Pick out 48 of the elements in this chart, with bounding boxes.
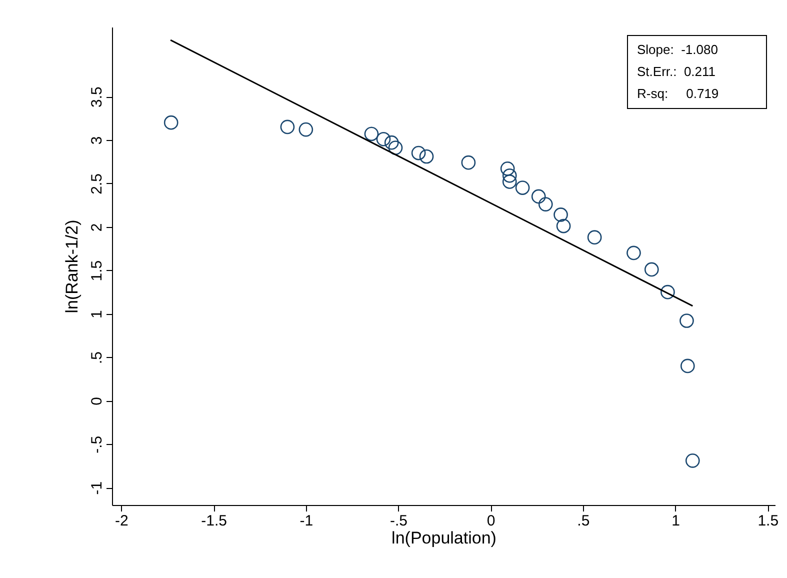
x-tick-label: -2	[115, 512, 128, 530]
point	[500, 162, 515, 176]
annotation: R-sq: 0.719	[637, 86, 719, 102]
point	[685, 454, 700, 468]
point	[388, 140, 403, 155]
point	[364, 126, 379, 142]
y-tick-label: 1	[88, 310, 106, 318]
point	[411, 146, 426, 160]
point	[164, 115, 178, 130]
x-tick-label: 1.5	[758, 512, 779, 530]
point	[280, 120, 295, 134]
point	[554, 208, 568, 222]
x-axis-title: ln(Population)	[392, 528, 496, 548]
point	[298, 122, 314, 137]
y-tick-label: -.5	[88, 436, 106, 454]
point	[680, 358, 695, 374]
point	[538, 197, 553, 212]
point	[587, 230, 602, 244]
y-tick-label: 1.5	[88, 260, 106, 282]
point	[384, 135, 399, 150]
y-tick-label: 3	[88, 136, 106, 145]
y-tick-label: .5	[88, 351, 106, 364]
point	[660, 284, 675, 300]
point	[502, 168, 517, 183]
y-tick-label: -1	[88, 481, 106, 495]
annotation: St.Err.: 0.211	[637, 64, 716, 80]
point	[626, 246, 641, 260]
point	[461, 155, 476, 170]
point	[531, 189, 546, 204]
y-tick-label: 3.5	[88, 86, 106, 108]
annotation: Slope: -1.080	[637, 42, 718, 58]
y-tick-label: 0	[88, 397, 106, 406]
y-tick-label: 2.5	[88, 174, 106, 194]
point	[644, 262, 659, 277]
point	[419, 149, 434, 164]
point	[502, 174, 517, 189]
y-axis-title: ln(Rank-1/2)	[62, 220, 82, 314]
x-tick-label: -.5	[390, 512, 408, 530]
x-tick-label: -1.5	[201, 512, 228, 530]
x-tick-label: -1	[300, 512, 314, 530]
x-tick-label: 0	[486, 512, 496, 530]
point	[376, 132, 391, 146]
point	[556, 218, 571, 234]
x-tick-label: 1	[672, 512, 680, 530]
point	[680, 314, 694, 328]
y-tick-label: 2	[88, 223, 106, 232]
point	[515, 180, 530, 195]
x-tick-label: .5	[577, 512, 590, 530]
